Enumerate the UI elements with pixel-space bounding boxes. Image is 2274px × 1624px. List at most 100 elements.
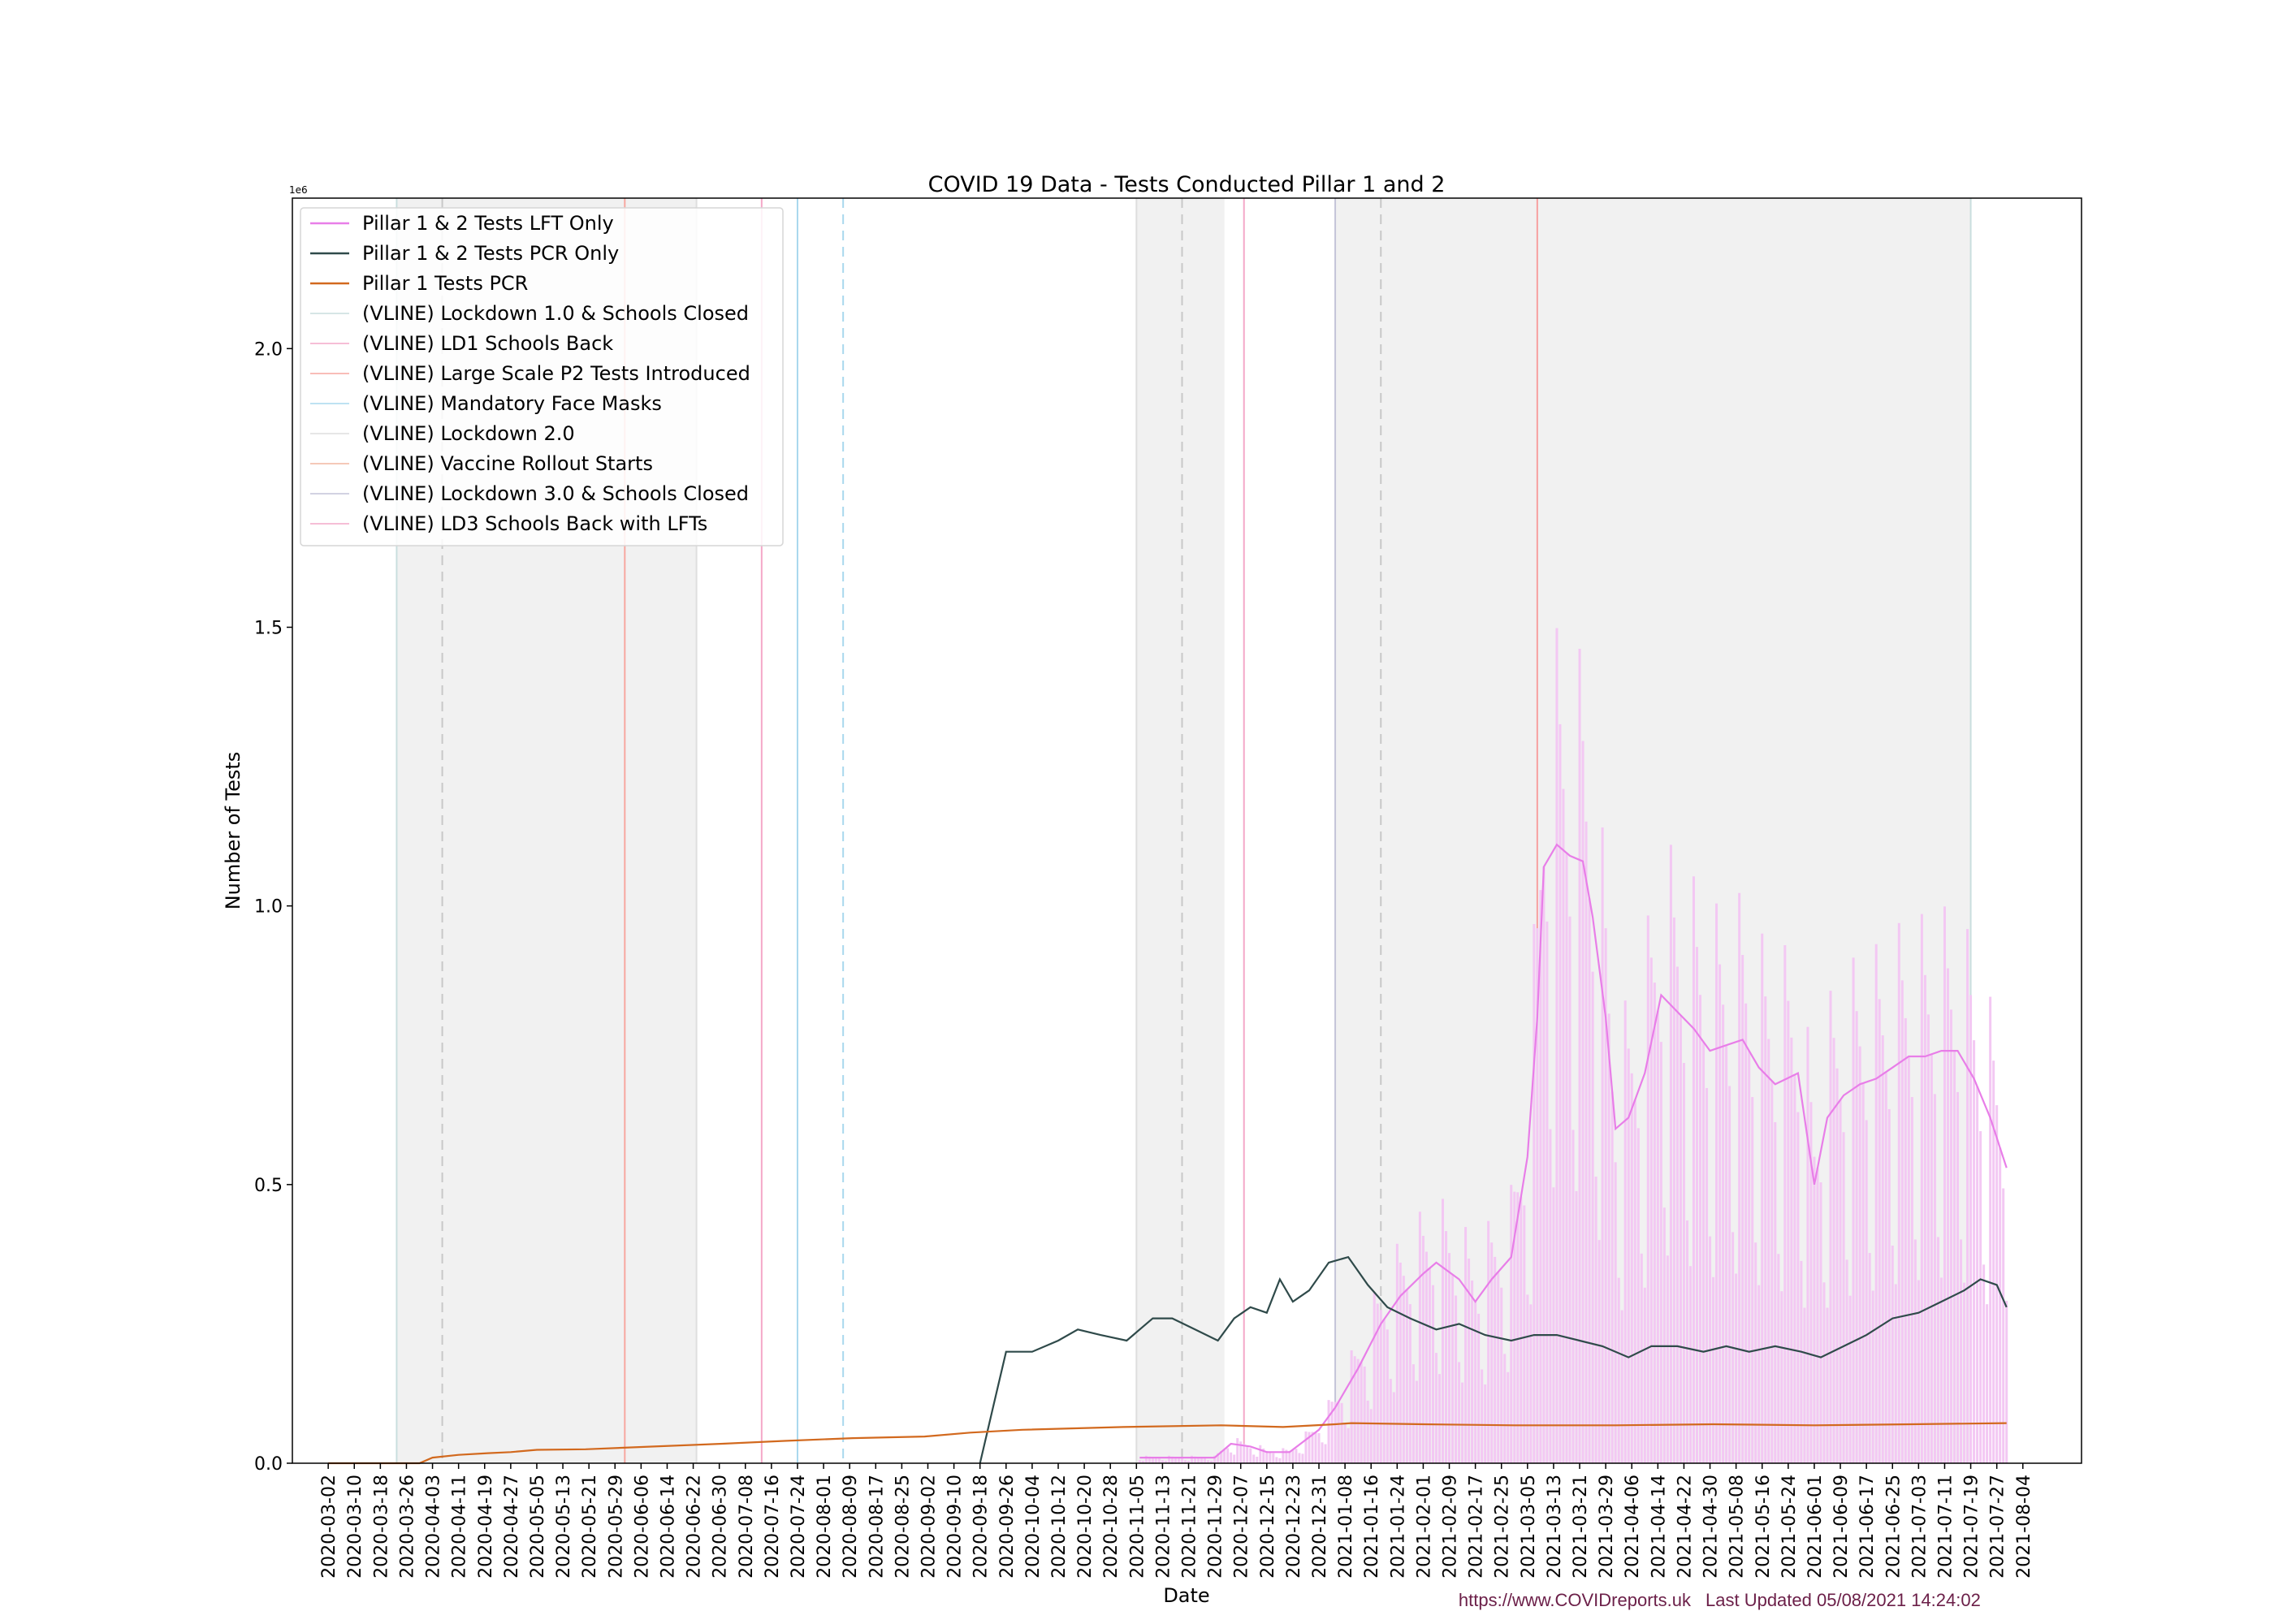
lft-bar: [1513, 1191, 1516, 1463]
xtick-label: 2021-05-16: [1753, 1475, 1774, 1579]
xtick-label: 2021-05-08: [1727, 1475, 1748, 1579]
lft-bar: [1845, 1259, 1848, 1463]
lft-bar: [1204, 1458, 1207, 1463]
xtick-label: 2021-04-22: [1675, 1475, 1695, 1579]
lft-bar: [1448, 1253, 1451, 1463]
xtick-label: 2020-07-24: [789, 1475, 809, 1579]
y-axis-label: Number of Tests: [222, 752, 244, 910]
lft-bar: [1568, 916, 1571, 1463]
lft-daily-bars: [1138, 628, 2008, 1463]
lft-bar: [1636, 1128, 1640, 1463]
xtick-label: 2020-04-11: [450, 1475, 470, 1579]
xtick-label: 2020-07-08: [737, 1475, 757, 1579]
lft-bar: [1226, 1448, 1230, 1463]
xtick-label: 2020-09-10: [945, 1475, 966, 1579]
lft-bar: [1966, 929, 1969, 1463]
lft-bar: [1695, 947, 1698, 1463]
lft-bar: [1533, 923, 1536, 1463]
lft-bar: [1623, 1000, 1627, 1463]
xtick-label: 2021-03-29: [1597, 1475, 1617, 1579]
lft-bar: [1295, 1449, 1298, 1463]
lft-bar: [1183, 1460, 1187, 1463]
xtick-label: 2020-10-20: [1075, 1475, 1096, 1579]
xtick-label: 2020-05-05: [528, 1475, 548, 1579]
lft-bar: [1675, 966, 1679, 1463]
xtick-label: 2020-09-26: [997, 1475, 1018, 1579]
lft-bar: [1259, 1445, 1262, 1463]
lft-bar: [1829, 991, 1832, 1463]
xtick-label: 2020-11-13: [1153, 1475, 1174, 1579]
ytick-label: 1.5: [254, 618, 283, 638]
xtick-label: 2020-05-21: [580, 1475, 600, 1579]
lft-bar: [1679, 1015, 1682, 1463]
lft-bar: [1725, 1045, 1728, 1463]
lft-bar: [1468, 1258, 1471, 1463]
xtick-label: 2021-02-09: [1441, 1475, 1461, 1579]
lft-bar: [1861, 1082, 1865, 1463]
lft-bar: [1946, 968, 1949, 1463]
lft-bar: [1148, 1456, 1151, 1463]
lft-bar: [1487, 1220, 1490, 1463]
series-lines: [328, 843, 2008, 1465]
lft-bar: [1428, 1268, 1431, 1463]
plot-frame: [292, 197, 2082, 1464]
lft-bar: [1298, 1453, 1301, 1463]
lft-bar: [1236, 1438, 1239, 1463]
lft-bar: [1874, 944, 1878, 1463]
lft-bar: [1138, 1460, 1141, 1463]
lft-bar: [1275, 1457, 1278, 1463]
lft-bar: [1926, 1014, 1930, 1463]
lft-bar: [1343, 1423, 1347, 1463]
xtick-label: 2021-03-05: [1519, 1475, 1539, 1579]
lft-bar: [1481, 1369, 1484, 1463]
lft-bar: [1555, 628, 1559, 1463]
lft-bar: [1728, 1086, 1731, 1463]
lft-bar: [1474, 1301, 1477, 1463]
lft-bar: [1656, 1010, 1659, 1463]
lft-bar: [1405, 1289, 1408, 1463]
lft-bar: [1640, 1253, 1643, 1463]
lft-bar: [1170, 1456, 1174, 1463]
xtick-label: 2020-05-13: [554, 1475, 574, 1579]
lft-bar: [1484, 1384, 1487, 1463]
lft-bar: [1682, 1063, 1685, 1463]
lft-bar: [1494, 1256, 1497, 1463]
lft-bar: [1601, 827, 1604, 1463]
lft-bar: [1764, 996, 1767, 1463]
lft-bar: [1520, 1196, 1523, 1463]
lft-bar: [1588, 898, 1591, 1463]
lft-bar: [1923, 974, 1926, 1463]
lft-bar: [1578, 648, 1581, 1463]
lft-bar: [1933, 1094, 1936, 1463]
lft-bar: [1442, 1199, 1445, 1463]
xtick-label: 2020-08-17: [867, 1475, 887, 1579]
lft-bar: [1816, 1168, 1819, 1463]
lft-bar: [1402, 1276, 1405, 1463]
lft-bar: [1813, 1156, 1816, 1463]
lft-bar: [1858, 1046, 1861, 1463]
xtick-label: 2021-06-25: [1883, 1475, 1904, 1579]
lft-bar: [1330, 1402, 1334, 1463]
xtick-label: 2021-01-24: [1388, 1475, 1408, 1579]
legend-label: (VLINE) LD3 Schools Back with LFTs: [362, 512, 707, 535]
lft-bar: [1865, 1120, 1868, 1463]
lft-bar: [1562, 788, 1565, 1463]
lft-bar: [1666, 1255, 1669, 1463]
lft-bar: [1308, 1432, 1311, 1463]
xtick-label: 2020-04-27: [502, 1475, 522, 1579]
lft-bar: [1490, 1242, 1494, 1463]
lft-bar: [2002, 1188, 2005, 1463]
lft-bar: [1868, 1253, 1871, 1463]
lft-bar: [1735, 1273, 1738, 1463]
lft-bar: [1953, 1051, 1956, 1463]
lft-bar: [1174, 1457, 1177, 1463]
lft-bar: [1187, 1460, 1191, 1463]
lft-bar: [1884, 1072, 1887, 1463]
lft-bar: [1790, 1037, 1793, 1463]
lft-bar: [1803, 1307, 1806, 1463]
xtick-label: 2020-12-07: [1232, 1475, 1252, 1579]
lft-bar: [1754, 1242, 1757, 1463]
footer-source[interactable]: https://www.COVIDreports.uk: [1459, 1590, 1692, 1610]
lft-bar: [1604, 928, 1607, 1463]
xtick-label: 2020-10-04: [1023, 1475, 1044, 1579]
